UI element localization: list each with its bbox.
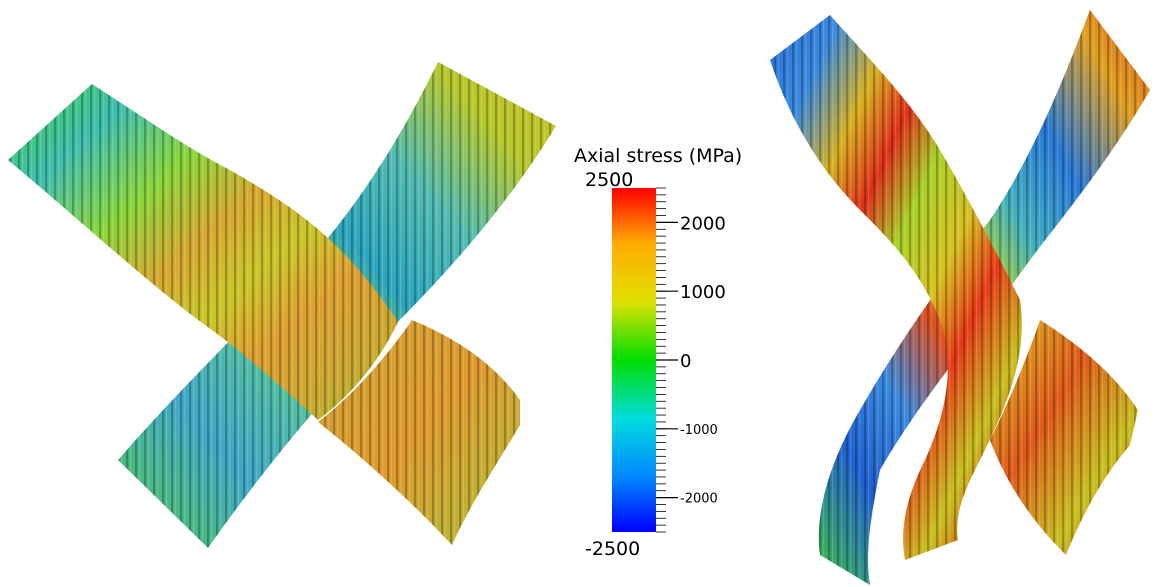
colorbar: Axial stress (MPa) 2500 2000 1000 0 -1000 -2… xyxy=(574,145,742,560)
colorbar-tick-label: 2000 xyxy=(680,213,726,234)
left-tow-weft xyxy=(8,84,398,420)
colorbar-ticks xyxy=(656,187,678,533)
colorbar-gradient xyxy=(612,188,656,532)
colorbar-tick-label: 0 xyxy=(680,351,691,372)
colorbar-tick-label: -2000 xyxy=(680,492,718,507)
colorbar-tick-label: -1000 xyxy=(680,423,718,438)
colorbar-tick-label: 1000 xyxy=(680,282,726,303)
left-weave-render xyxy=(8,62,556,548)
right-tow-weft xyxy=(770,15,1022,560)
colorbar-title: Axial stress (MPa) xyxy=(574,145,742,167)
left-tow-lower-right xyxy=(318,320,520,545)
right-tow-lower-right xyxy=(990,320,1138,555)
colorbar-min-label: -2500 xyxy=(585,538,640,560)
colorbar-max-label: 2500 xyxy=(585,169,633,191)
right-weave-render xyxy=(770,10,1150,585)
colorbar-tick-labels: 2000 1000 0 -1000 -2000 xyxy=(680,213,726,506)
